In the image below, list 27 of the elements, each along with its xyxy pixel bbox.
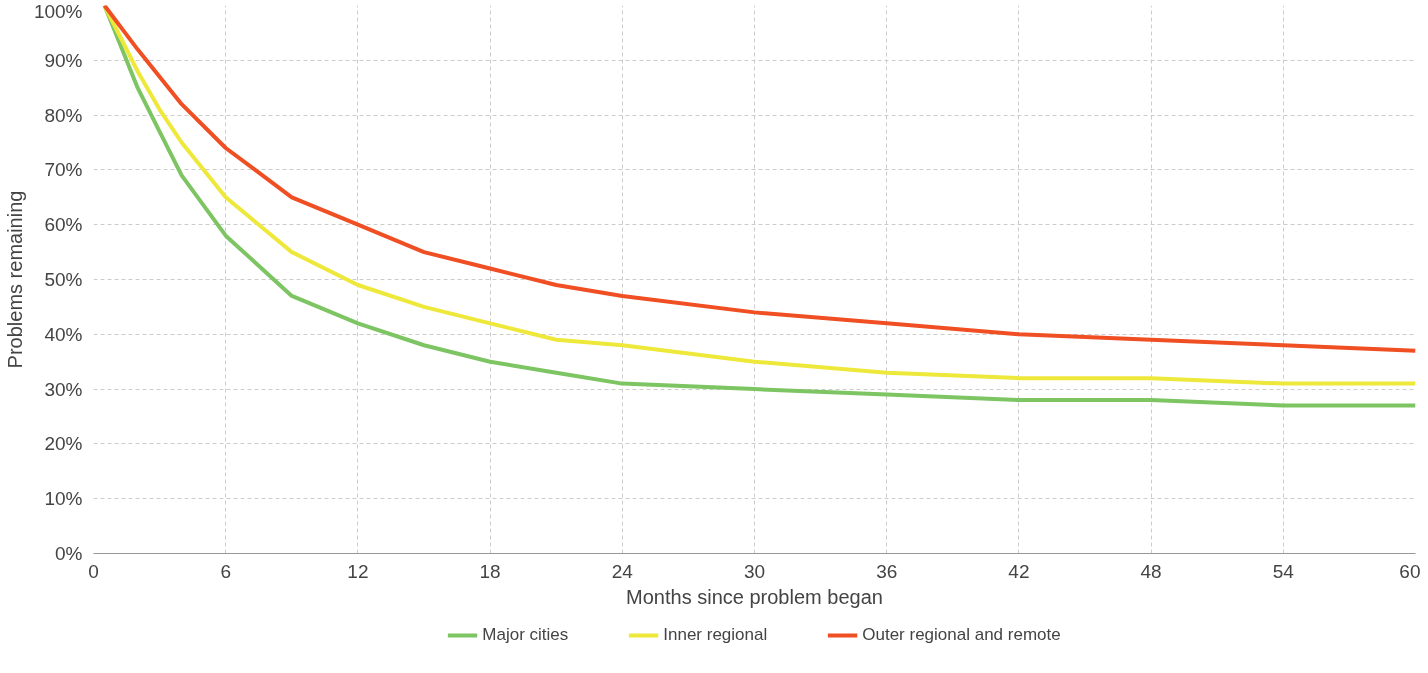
x-tick-label: 60 [1399,560,1421,582]
y-tick-label: 90% [44,49,83,71]
y-tick-label: 80% [44,104,83,126]
x-axis-title: Months since problem began [626,585,883,608]
x-tick-label: 36 [876,560,898,582]
x-tick-label: 6 [220,560,231,582]
y-tick-label: 100% [33,0,83,22]
legend-label: Major cities [482,625,569,645]
legend-label: Outer regional and remote [862,625,1061,645]
legend-label: Inner regional [663,625,768,645]
y-tick-label: 40% [44,323,83,345]
x-tick-label: 54 [1272,560,1295,582]
x-tick-label: 0 [88,560,99,582]
x-tick-label: 24 [611,560,634,582]
y-tick-label: 20% [44,433,83,455]
y-tick-label: 50% [44,269,83,290]
x-tick-label: 12 [347,560,369,582]
y-tick-label: 10% [44,488,83,510]
y-tick-label: 60% [44,214,83,236]
y-tick-label: 0% [55,543,83,564]
x-tick-label: 18 [479,560,501,582]
y-tick-label: 70% [44,159,83,181]
y-tick-label: 30% [44,378,83,400]
x-tick-label: 30 [743,560,766,582]
y-axis-title: Problems remaining [3,190,26,369]
x-tick-label: 48 [1140,560,1162,582]
x-tick-label: 42 [1008,560,1030,582]
